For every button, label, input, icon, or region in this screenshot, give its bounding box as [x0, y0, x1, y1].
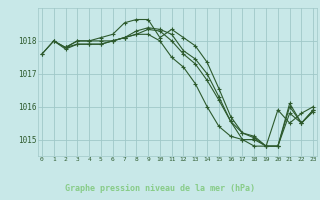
Text: Graphe pression niveau de la mer (hPa): Graphe pression niveau de la mer (hPa) [65, 184, 255, 193]
